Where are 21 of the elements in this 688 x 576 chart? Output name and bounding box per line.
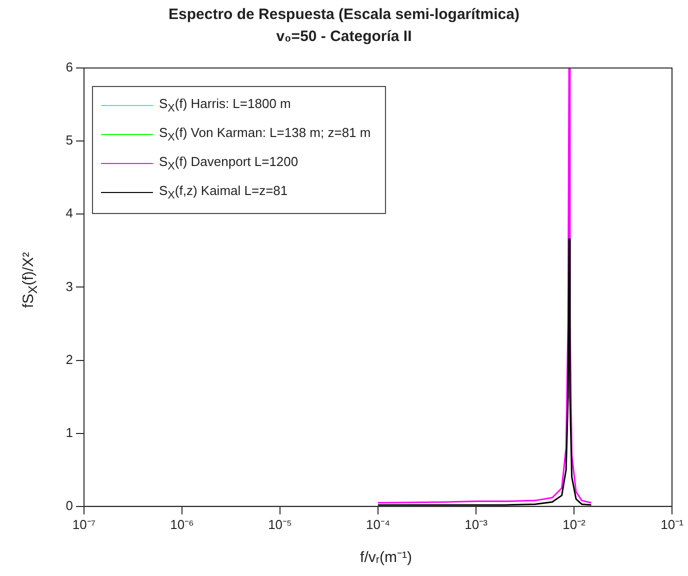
chart-title: Espectro de Respuesta (Escala semi-logarítmica) — [168, 6, 520, 23]
y-tick-label: 1 — [66, 424, 73, 440]
y-tick-label: 0 — [66, 498, 73, 513]
chart-subtitle: v₀=50 - Categoría II — [275, 28, 413, 45]
x-tick-label: 10⁻³ — [464, 516, 488, 532]
y-tick-label: 2 — [66, 352, 73, 367]
x-tick-label: 10⁻² — [562, 516, 586, 532]
x-tick-label: 10⁻⁴ — [366, 516, 390, 532]
x-axis-title: f/vᵣ(m⁻¹) — [359, 548, 413, 566]
x-tick-label: 10⁻⁵ — [268, 516, 292, 532]
x-tick-label: 10⁻¹ — [660, 516, 684, 532]
legend-label: S$_{X}$(f) Von Karman: L=138 m; z=81 m — [159, 125, 371, 144]
legend-label: S$_{X}$(f) Harris: L=1800 m — [159, 96, 291, 115]
y-tick-label: 3 — [66, 278, 73, 294]
x-tick-label: 10⁻⁶ — [170, 516, 194, 532]
y-tick-label: 6 — [66, 60, 73, 75]
legend-label: S$_{X}$(f,z) Kaimal L=z=81 — [159, 183, 288, 202]
x-tick-label: 10⁻⁷ — [72, 516, 96, 532]
legend-label: S$_{X}$(f) Davenport L=1200 — [159, 154, 298, 173]
y-tick-label: 4 — [66, 206, 73, 221]
y-tick-label: 5 — [66, 132, 73, 148]
